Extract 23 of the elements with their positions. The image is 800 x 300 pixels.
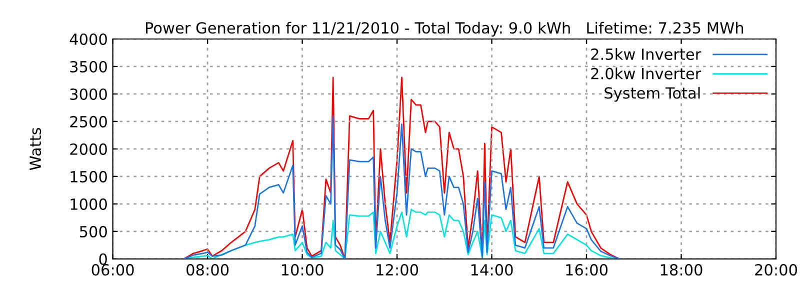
x-tick-label: 16:00 bbox=[566, 264, 608, 276]
legend-label: 2.5kw Inverter bbox=[591, 48, 702, 60]
y-tick-label: 3000 bbox=[70, 88, 107, 100]
y-tick-label: 0 bbox=[99, 253, 107, 265]
y-tick-label: 1500 bbox=[70, 170, 107, 182]
legend-label: 2.0kw Inverter bbox=[591, 68, 702, 80]
y-axis-title: Watts bbox=[30, 128, 42, 170]
x-tick-label: 08:00 bbox=[186, 264, 229, 276]
y-tick-label: 4000 bbox=[70, 33, 107, 46]
chart-title: Power Generation for 11/21/2010 - Total Today: 9.0 kWh Lifetime: 7.235 MWh bbox=[146, 22, 744, 37]
x-tick-label: 14:00 bbox=[471, 264, 513, 276]
y-tick-label: 1000 bbox=[70, 198, 107, 210]
x-tick-label: 18:00 bbox=[660, 264, 702, 276]
x-tick-label: 10:00 bbox=[282, 264, 324, 276]
y-tick-label: 2000 bbox=[70, 143, 107, 155]
x-tick-label: 12:00 bbox=[376, 264, 418, 276]
line-series bbox=[183, 115, 620, 259]
legend-label: System Total bbox=[604, 86, 700, 102]
y-tick-label: 3500 bbox=[70, 60, 107, 73]
y-tick-label: 2500 bbox=[70, 116, 107, 128]
y-tick-label: 500 bbox=[80, 226, 107, 238]
x-tick-label: 06:00 bbox=[92, 264, 134, 276]
x-tick-label: 20:00 bbox=[755, 264, 797, 276]
